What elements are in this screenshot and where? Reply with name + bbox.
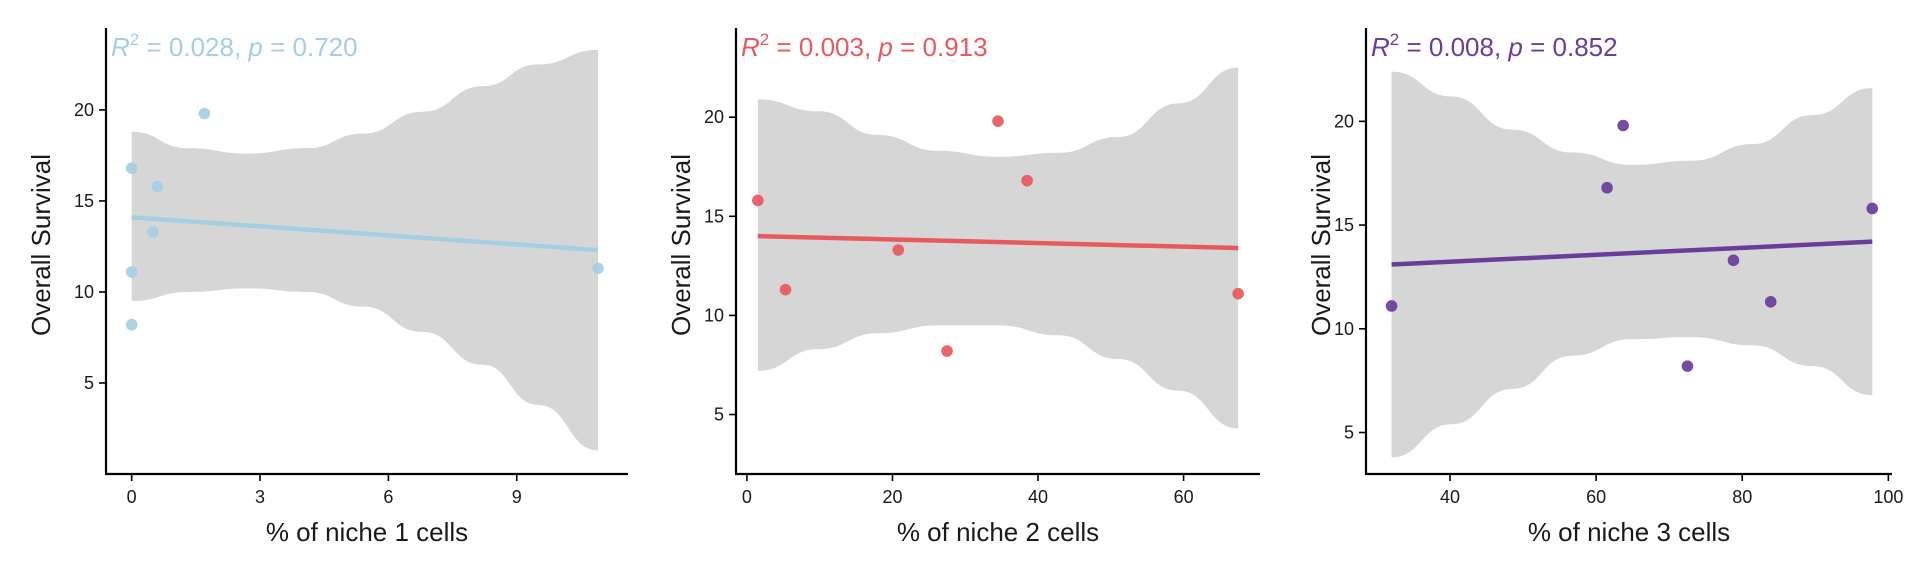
data-point	[151, 180, 164, 193]
data-point	[147, 226, 159, 238]
data-point	[1601, 181, 1613, 194]
scatter-panel-niche-2: 5 10 15 20 0 20 40 60 % of niche 2 cells Overall …	[666, 28, 1260, 547]
scatter-panel-niche-1: 5 10 15 20 0 3 6 9 % of niche 1 cells Overall Sur…	[26, 28, 628, 547]
data-point	[752, 194, 764, 207]
data-point	[1385, 300, 1398, 312]
stats-annotation: R2 = 0.028, p = 0.720	[111, 30, 358, 62]
data-point	[125, 162, 138, 174]
data-point	[1727, 254, 1740, 267]
y-tick-label: 15	[74, 191, 94, 211]
x-tick-label: 60	[1174, 487, 1194, 507]
x-tick-label: 60	[1586, 487, 1606, 507]
x-tick-label: 3	[255, 487, 265, 507]
y-tick-label: 10	[74, 282, 94, 302]
x-tick-label: 40	[1440, 487, 1460, 507]
y-axis-title: Overall Survival	[26, 154, 56, 336]
data-point	[125, 266, 138, 278]
x-tick-label: 80	[1732, 487, 1752, 507]
x-tick-label: 100	[1873, 487, 1903, 507]
y-axis-title: Overall Survival	[666, 154, 696, 336]
y-axis-title: Overall Survival	[1306, 154, 1336, 336]
y-tick-label: 20	[74, 100, 94, 120]
data-point	[198, 107, 211, 120]
y-tick-label: 5	[714, 405, 724, 425]
y-tick-label: 10	[704, 305, 724, 325]
data-point	[892, 244, 905, 256]
data-point	[779, 283, 792, 296]
confidence-band	[131, 49, 599, 451]
data-point	[941, 345, 953, 357]
x-axis-title: % of niche 2 cells	[897, 517, 1099, 547]
y-tick-label: 5	[1344, 423, 1354, 443]
x-axis-title: % of niche 3 cells	[1528, 517, 1730, 547]
y-tick-label: 10	[1334, 319, 1354, 339]
data-point	[1617, 119, 1629, 132]
x-tick-label: 9	[512, 487, 522, 507]
regression-line	[131, 215, 599, 253]
data-point	[1021, 174, 1033, 187]
data-point	[592, 262, 604, 275]
y-tick-label: 20	[704, 107, 724, 127]
x-tick-label: 0	[742, 487, 752, 507]
confidence-band	[757, 67, 1239, 429]
stats-annotation: R2 = 0.003, p = 0.913	[741, 30, 988, 62]
scatter-panel-niche-3: 5 10 15 20 40 60 80 100 % of niche 3 cells Overal…	[1306, 28, 1903, 547]
x-tick-label: 6	[383, 487, 393, 507]
data-point	[1866, 202, 1879, 215]
y-tick-label: 15	[704, 206, 724, 226]
regression-line	[757, 233, 1239, 251]
x-axis-title: % of niche 1 cells	[266, 517, 468, 547]
x-tick-label: 40	[1028, 487, 1048, 507]
x-tick-label: 0	[127, 487, 137, 507]
data-point	[1681, 360, 1694, 372]
data-point	[1764, 296, 1777, 308]
data-point	[1232, 287, 1244, 300]
y-tick-label: 20	[1334, 111, 1354, 131]
x-tick-label: 20	[882, 487, 902, 507]
stats-annotation: R2 = 0.008, p = 0.852	[1371, 30, 1618, 62]
confidence-band	[1391, 71, 1873, 458]
y-tick-label: 5	[84, 373, 94, 393]
regression-line	[1391, 239, 1873, 267]
data-point	[992, 115, 1004, 127]
data-point	[125, 318, 138, 331]
y-tick-label: 15	[1334, 215, 1354, 235]
